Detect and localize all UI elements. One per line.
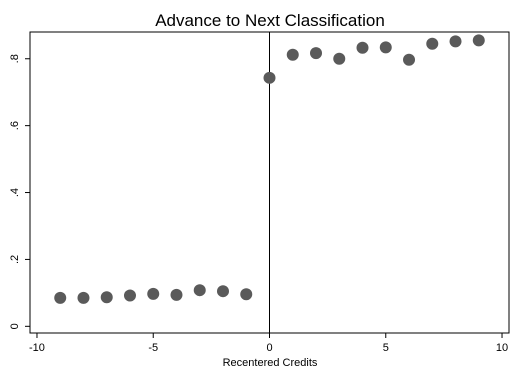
scatter-point (240, 288, 253, 301)
scatter-point (193, 284, 206, 297)
x-tick-label: 5 (383, 342, 389, 354)
x-tick-label: -10 (29, 342, 45, 354)
scatter-point (54, 291, 67, 304)
y-tick-label: 0 (9, 323, 21, 329)
y-tick-label: .2 (9, 255, 21, 264)
y-tick-label: .4 (9, 188, 21, 197)
scatter-point (449, 35, 462, 48)
scatter-point (333, 52, 346, 65)
scatter-point (216, 285, 229, 298)
scatter-point (263, 71, 276, 84)
y-tick-label: .6 (9, 121, 21, 130)
scatter-point (147, 287, 160, 300)
scatter-point (123, 289, 136, 302)
scatter-point (472, 34, 485, 47)
y-tick-label: .8 (9, 54, 21, 63)
scatter-point (100, 291, 113, 304)
scatter-point (77, 291, 90, 304)
scatter-point (356, 41, 369, 54)
scatter-point (170, 288, 183, 301)
x-tick-label: -5 (148, 342, 158, 354)
scatter-point (310, 47, 323, 60)
scatter-point (286, 48, 299, 61)
x-tick-label: 0 (266, 342, 272, 354)
scatter-point (426, 37, 439, 50)
scatter-point (403, 53, 416, 66)
chart-marks: -10 -5 0 5 10 0 .2 .4 .6 .8 (9, 32, 508, 354)
x-tick-label: 10 (496, 342, 508, 354)
scatter-point (379, 41, 392, 54)
x-axis-label: Recentered Credits (223, 357, 318, 369)
chart-title: Advance to Next Classification (155, 11, 385, 30)
